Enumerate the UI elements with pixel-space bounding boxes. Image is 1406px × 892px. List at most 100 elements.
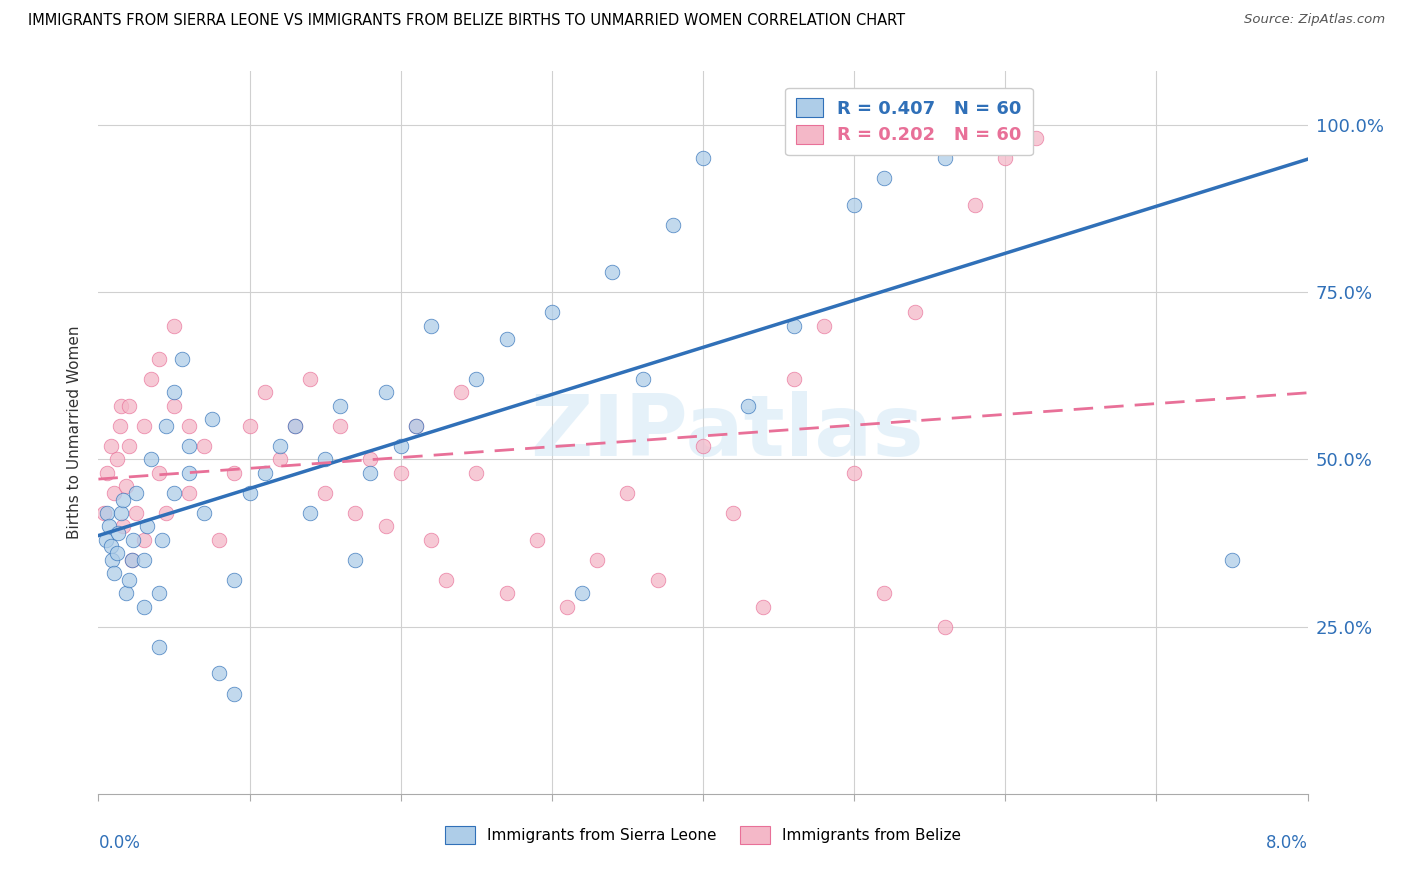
Point: [105, 452, 128, 467]
Point: [150, 533, 173, 547]
Point: [723, 506, 745, 520]
Point: [179, 439, 201, 453]
Point: [179, 485, 201, 500]
Point: [253, 385, 276, 400]
Point: [540, 305, 562, 319]
Point: [224, 573, 246, 587]
Point: [155, 506, 177, 520]
Point: [314, 452, 336, 467]
Point: [737, 399, 759, 413]
Point: [101, 553, 124, 567]
Point: [571, 586, 593, 600]
Text: 8.0%: 8.0%: [1265, 834, 1308, 852]
Point: [105, 546, 128, 560]
Text: IMMIGRANTS FROM SIERRA LEONE VS IMMIGRANTS FROM BELIZE BIRTHS TO UNMARRIED WOMEN: IMMIGRANTS FROM SIERRA LEONE VS IMMIGRAN…: [28, 13, 905, 29]
Point: [93, 506, 115, 520]
Text: ZIPatlas: ZIPatlas: [530, 391, 924, 475]
Point: [121, 553, 143, 567]
Point: [269, 452, 291, 467]
Point: [360, 466, 382, 480]
Point: [450, 385, 472, 400]
Point: [239, 419, 262, 434]
Point: [208, 666, 231, 681]
Point: [616, 485, 638, 500]
Point: [420, 533, 443, 547]
Point: [100, 439, 122, 453]
Point: [465, 372, 488, 386]
Point: [360, 452, 382, 467]
Point: [526, 533, 548, 547]
Point: [389, 439, 412, 453]
Point: [495, 586, 517, 600]
Y-axis label: Births to Unmarried Women: Births to Unmarried Women: [66, 326, 82, 540]
Point: [783, 372, 806, 386]
Point: [110, 399, 132, 413]
Point: [141, 452, 163, 467]
Point: [179, 466, 201, 480]
Point: [163, 485, 186, 500]
Point: [114, 586, 136, 600]
Point: [904, 305, 927, 319]
Point: [314, 485, 336, 500]
Point: [934, 152, 956, 166]
Point: [148, 352, 170, 367]
Point: [103, 485, 125, 500]
Point: [103, 566, 125, 581]
Point: [148, 466, 170, 480]
Point: [965, 198, 987, 212]
Point: [132, 533, 155, 547]
Point: [389, 466, 412, 480]
Point: [163, 318, 186, 333]
Legend: Immigrants from Sierra Leone, Immigrants from Belize: Immigrants from Sierra Leone, Immigrants…: [437, 818, 969, 851]
Point: [110, 506, 132, 520]
Point: [155, 419, 177, 434]
Point: [329, 399, 352, 413]
Point: [125, 485, 148, 500]
Point: [873, 171, 896, 186]
Point: [170, 352, 193, 367]
Point: [752, 599, 775, 614]
Point: [148, 640, 170, 654]
Point: [253, 466, 276, 480]
Point: [661, 219, 683, 233]
Point: [631, 372, 654, 386]
Point: [1025, 131, 1047, 145]
Point: [873, 586, 896, 600]
Point: [783, 318, 806, 333]
Point: [374, 519, 396, 533]
Point: [121, 553, 143, 567]
Point: [132, 599, 155, 614]
Point: [844, 198, 866, 212]
Point: [96, 506, 118, 520]
Point: [118, 439, 141, 453]
Point: [284, 419, 307, 434]
Point: [692, 152, 714, 166]
Point: [586, 553, 609, 567]
Point: [224, 687, 246, 701]
Point: [163, 385, 186, 400]
Point: [111, 492, 134, 507]
Point: [193, 506, 215, 520]
Point: [344, 553, 367, 567]
Point: [132, 553, 155, 567]
Point: [647, 573, 669, 587]
Point: [994, 152, 1017, 166]
Text: Source: ZipAtlas.com: Source: ZipAtlas.com: [1244, 13, 1385, 27]
Point: [434, 573, 457, 587]
Point: [132, 419, 155, 434]
Point: [405, 419, 427, 434]
Point: [111, 519, 134, 533]
Point: [224, 466, 246, 480]
Point: [94, 533, 117, 547]
Point: [201, 412, 224, 426]
Point: [813, 318, 835, 333]
Point: [100, 539, 122, 553]
Point: [122, 533, 145, 547]
Point: [284, 419, 307, 434]
Point: [108, 419, 131, 434]
Point: [465, 466, 488, 480]
Point: [299, 506, 322, 520]
Point: [934, 620, 956, 634]
Point: [107, 526, 129, 541]
Point: [405, 419, 427, 434]
